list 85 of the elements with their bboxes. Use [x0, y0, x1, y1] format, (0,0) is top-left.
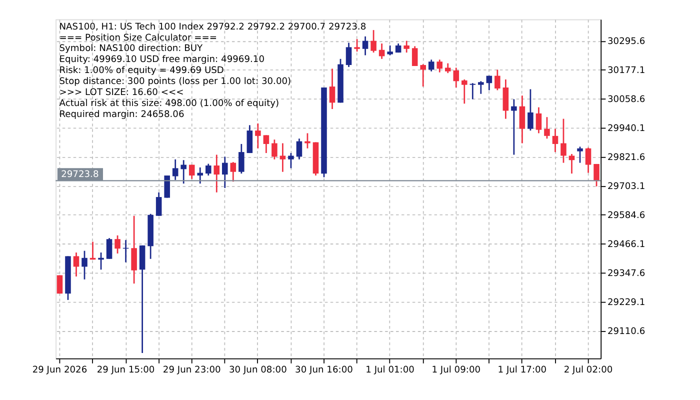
- candlestick: [172, 158, 178, 181]
- candlestick: [444, 62, 451, 74]
- annotation: Stop distance: 300 points (loss per 1.00 lot: 30.00): [59, 77, 292, 88]
- candlestick: [536, 106, 542, 134]
- candlestick: [238, 143, 244, 174]
- candlestick: [378, 42, 385, 60]
- candlestick: [272, 138, 278, 160]
- x-tick-label: 1 Jul 09:00: [432, 366, 481, 376]
- candlestick: [577, 146, 583, 164]
- candlestick: [164, 174, 170, 198]
- y-tick-label: 29584.6: [607, 210, 646, 221]
- y-tick-label: 29466.1: [607, 240, 646, 250]
- candlestick: [494, 68, 500, 91]
- ref-line-label: 29723.8: [61, 170, 99, 180]
- candlestick: [188, 164, 195, 180]
- candlestick: [486, 75, 492, 91]
- y-tick-label: 29347.6: [607, 268, 646, 279]
- candlestick: [462, 78, 468, 104]
- candlestick: [502, 78, 509, 120]
- candlestick: [98, 252, 104, 270]
- candlestick: [329, 68, 336, 110]
- candlestick: [131, 215, 137, 284]
- x-tick-label: 1 Jul 17:00: [498, 366, 547, 376]
- x-tick-label: 29 Jun 23:00: [162, 366, 221, 376]
- candlestick: [222, 156, 228, 189]
- x-tick-label: 29 Jun 2026: [32, 366, 88, 376]
- candlestick: [114, 234, 120, 254]
- annotation: Risk: 1.00% of equity = 499.69 USD: [59, 66, 224, 76]
- x-tick-label: 30 Jun 08:00: [228, 366, 288, 376]
- candlestick: [73, 252, 80, 278]
- candlestick: [255, 122, 261, 150]
- candlestick: [263, 134, 270, 154]
- candlestick: [560, 118, 566, 164]
- candlestick: [280, 142, 286, 173]
- candlestick: [470, 82, 476, 100]
- annotation: === Position Size Calculator ===: [59, 33, 218, 44]
- candlestick: [106, 237, 112, 260]
- candlestick: [180, 159, 186, 184]
- candlestick: [511, 98, 517, 156]
- chart-title: NAS100, H1: US Tech 100 Index 29792.2 29792.2 29700.7 29723.8: [59, 22, 366, 32]
- candlestick: [354, 38, 360, 52]
- y-tick-label: 30295.6: [607, 37, 646, 48]
- annotation: Symbol: NAS100 direction: BUY: [59, 44, 204, 54]
- candlestick: [370, 29, 376, 54]
- candlestick: [156, 192, 162, 217]
- candlestick: [362, 36, 368, 56]
- candlestick: [453, 67, 460, 88]
- x-tick-label: 29 Jun 15:00: [96, 366, 155, 376]
- candlestick: [544, 116, 550, 140]
- candlestick: [478, 80, 484, 95]
- x-tick-label: 1 Jul 01:00: [366, 366, 415, 376]
- y-tick-label: 30177.1: [607, 66, 646, 76]
- candlestick: [436, 58, 443, 74]
- annotation: >>> LOT SIZE: 16.60 <<<: [59, 88, 184, 98]
- candlestick: [197, 166, 204, 184]
- candlestick: [387, 44, 393, 56]
- candlestick: [346, 42, 352, 68]
- y-tick-label: 29110.6: [607, 326, 646, 337]
- annotation: Equity: 49969.10 USD free margin: 49969.10: [59, 55, 265, 66]
- candlestick: [205, 163, 212, 176]
- y-tick-label: 29703.1: [607, 182, 646, 192]
- annotation: Actual risk at this size: 498.00 (1.00% of equity): [59, 98, 280, 109]
- candlestick: [594, 163, 600, 188]
- candlestick: [214, 154, 220, 194]
- candlestick: [296, 138, 302, 160]
- y-tick-label: 30058.6: [607, 95, 646, 106]
- y-tick-label: 29940.1: [607, 124, 646, 134]
- annotation: Required margin: 24658.06: [59, 110, 184, 120]
- y-tick-label: 29821.6: [607, 152, 646, 163]
- x-tick-label: 2 Jul 02:00: [564, 366, 613, 376]
- candlestick: [585, 146, 592, 174]
- candlestick: [519, 94, 526, 144]
- x-tick-label: 30 Jun 16:00: [295, 366, 354, 376]
- candlestick: [246, 124, 253, 154]
- candlestick: [82, 250, 88, 280]
- y-tick-label: 29229.1: [607, 298, 646, 308]
- candlestick: [404, 40, 410, 54]
- candlestick: [428, 58, 434, 72]
- candlestick: [412, 46, 418, 67]
- candlestick: [230, 161, 236, 182]
- candlestick: [288, 152, 294, 169]
- candlestick: [568, 153, 575, 174]
- candlestick: [420, 64, 426, 88]
- candlestick: [528, 88, 534, 132]
- candlestick: [552, 128, 558, 153]
